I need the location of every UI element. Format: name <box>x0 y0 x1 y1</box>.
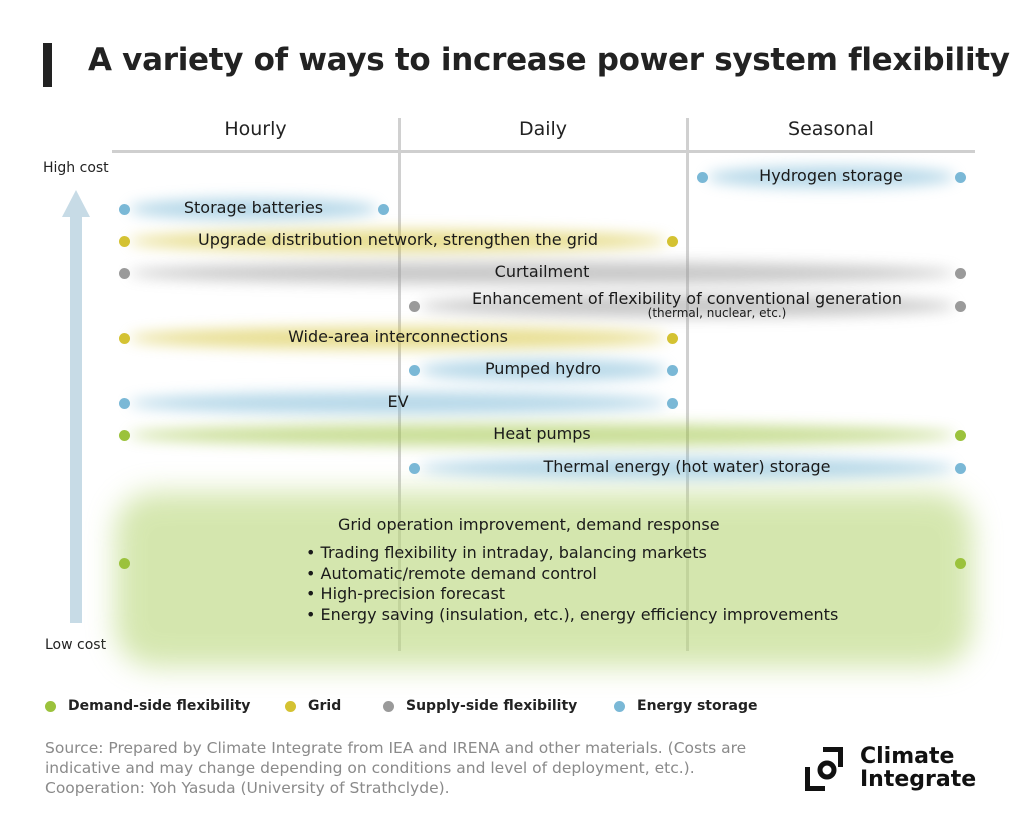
row-label: Storage batteries <box>184 198 323 217</box>
legend-label: Energy storage <box>637 698 758 714</box>
row-label: Hydrogen storage <box>759 166 903 185</box>
logo-line-2: Integrate <box>860 767 977 792</box>
logo-text: Climate Integrate <box>860 745 976 791</box>
legend-demand: Demand-side flexibility <box>45 698 250 714</box>
row-label-text: Hydrogen storage <box>759 166 903 185</box>
row-start-dot <box>119 333 130 344</box>
column-hourly: Hourly <box>224 118 287 140</box>
row-band <box>129 424 955 446</box>
row-band <box>707 166 955 188</box>
row-label: EV <box>387 392 408 411</box>
grid-operation-bullets: Trading flexibility in intraday, balanci… <box>306 543 839 626</box>
row-start-dot <box>697 172 708 183</box>
row-end-dot <box>955 172 966 183</box>
legend-dot-icon <box>45 700 56 712</box>
row-label-text: Curtailment <box>494 262 590 281</box>
row-label: Enhancement of flexibility of convention… <box>472 289 902 320</box>
bullet-item: High-precision forecast <box>306 584 838 605</box>
legend-dot-icon <box>285 700 296 712</box>
row-band <box>129 198 378 220</box>
row-start-dot <box>119 268 130 279</box>
row-label: Curtailment <box>495 262 590 281</box>
row-band <box>419 457 955 479</box>
row-label: Thermal energy (hot water) storage <box>543 457 830 476</box>
bullet-item: Energy saving (insulation, etc.), energy… <box>306 605 839 626</box>
row-band <box>129 392 667 414</box>
logo-line-1: Climate <box>860 744 955 769</box>
grid-operation-end-dot <box>955 558 966 569</box>
row-label: Pumped hydro <box>485 359 601 378</box>
row-start-dot <box>119 236 130 247</box>
cost-arrow-shaft <box>70 215 82 623</box>
row-start-dot <box>119 430 130 441</box>
row-label-text: Pumped hydro <box>484 359 602 378</box>
header-divider <box>112 150 975 153</box>
row-sublabel: (thermal, nuclear, etc.) <box>647 306 787 320</box>
grid-operation-title: Grid operation improvement, demand respo… <box>338 515 720 534</box>
row-band <box>129 230 667 252</box>
row-label: Wide-area interconnections <box>288 327 508 346</box>
page-title: A variety of ways to increase power syst… <box>88 42 1010 78</box>
legend-label: Demand-side flexibility <box>68 698 251 714</box>
column-divider <box>398 118 401 651</box>
column-seasonal: Seasonal <box>788 118 874 140</box>
row-label-text: Wide-area interconnections <box>288 327 508 346</box>
row-band <box>129 327 667 349</box>
climate-integrate-logo-icon <box>805 747 843 791</box>
row-end-dot <box>955 430 966 441</box>
high-cost-label: High cost <box>43 160 109 176</box>
row-band <box>129 262 955 284</box>
row-end-dot <box>667 398 678 409</box>
row-start-dot <box>409 463 420 474</box>
column-daily: Daily <box>518 118 568 140</box>
legend-dot-icon <box>614 700 625 712</box>
title-accent-bar <box>43 43 52 87</box>
row-label-text: Storage batteries <box>183 198 324 217</box>
legend-supply: Supply-side flexibility <box>383 698 577 714</box>
row-end-dot <box>667 236 678 247</box>
legend-grid: Grid <box>285 698 341 714</box>
bullet-item: Trading flexibility in intraday, balanci… <box>306 543 838 564</box>
row-label-text: Enhancement of flexibility of convention… <box>472 289 902 308</box>
row-band <box>419 295 955 317</box>
row-label-text: Heat pumps <box>493 424 591 443</box>
row-start-dot <box>119 204 130 215</box>
row-start-dot <box>119 398 130 409</box>
row-end-dot <box>955 301 966 312</box>
row-label: Upgrade distribution network, strengthen… <box>198 230 598 249</box>
cost-arrow-head-icon <box>62 190 90 217</box>
row-band <box>419 359 667 381</box>
row-end-dot <box>955 463 966 474</box>
row-end-dot <box>378 204 389 215</box>
row-end-dot <box>667 333 678 344</box>
legend-dot-icon <box>383 700 394 712</box>
row-start-dot <box>409 301 420 312</box>
source-note: Source: Prepared by Climate Integrate fr… <box>45 739 747 797</box>
legend-label: Supply-side flexibility <box>406 698 578 714</box>
row-label-text: EV <box>387 392 409 411</box>
column-divider <box>686 118 689 651</box>
legend-label: Grid <box>308 698 342 714</box>
grid-operation-start-dot <box>119 558 130 569</box>
row-end-dot <box>955 268 966 279</box>
bullet-item: Automatic/remote demand control <box>306 564 838 585</box>
row-label-text: Thermal energy (hot water) storage <box>543 457 831 476</box>
row-end-dot <box>667 365 678 376</box>
legend-storage: Energy storage <box>614 698 757 714</box>
row-start-dot <box>409 365 420 376</box>
low-cost-label: Low cost <box>45 637 107 653</box>
row-label: Heat pumps <box>493 424 590 443</box>
row-label-text: Upgrade distribution network, strengthen… <box>197 230 599 249</box>
